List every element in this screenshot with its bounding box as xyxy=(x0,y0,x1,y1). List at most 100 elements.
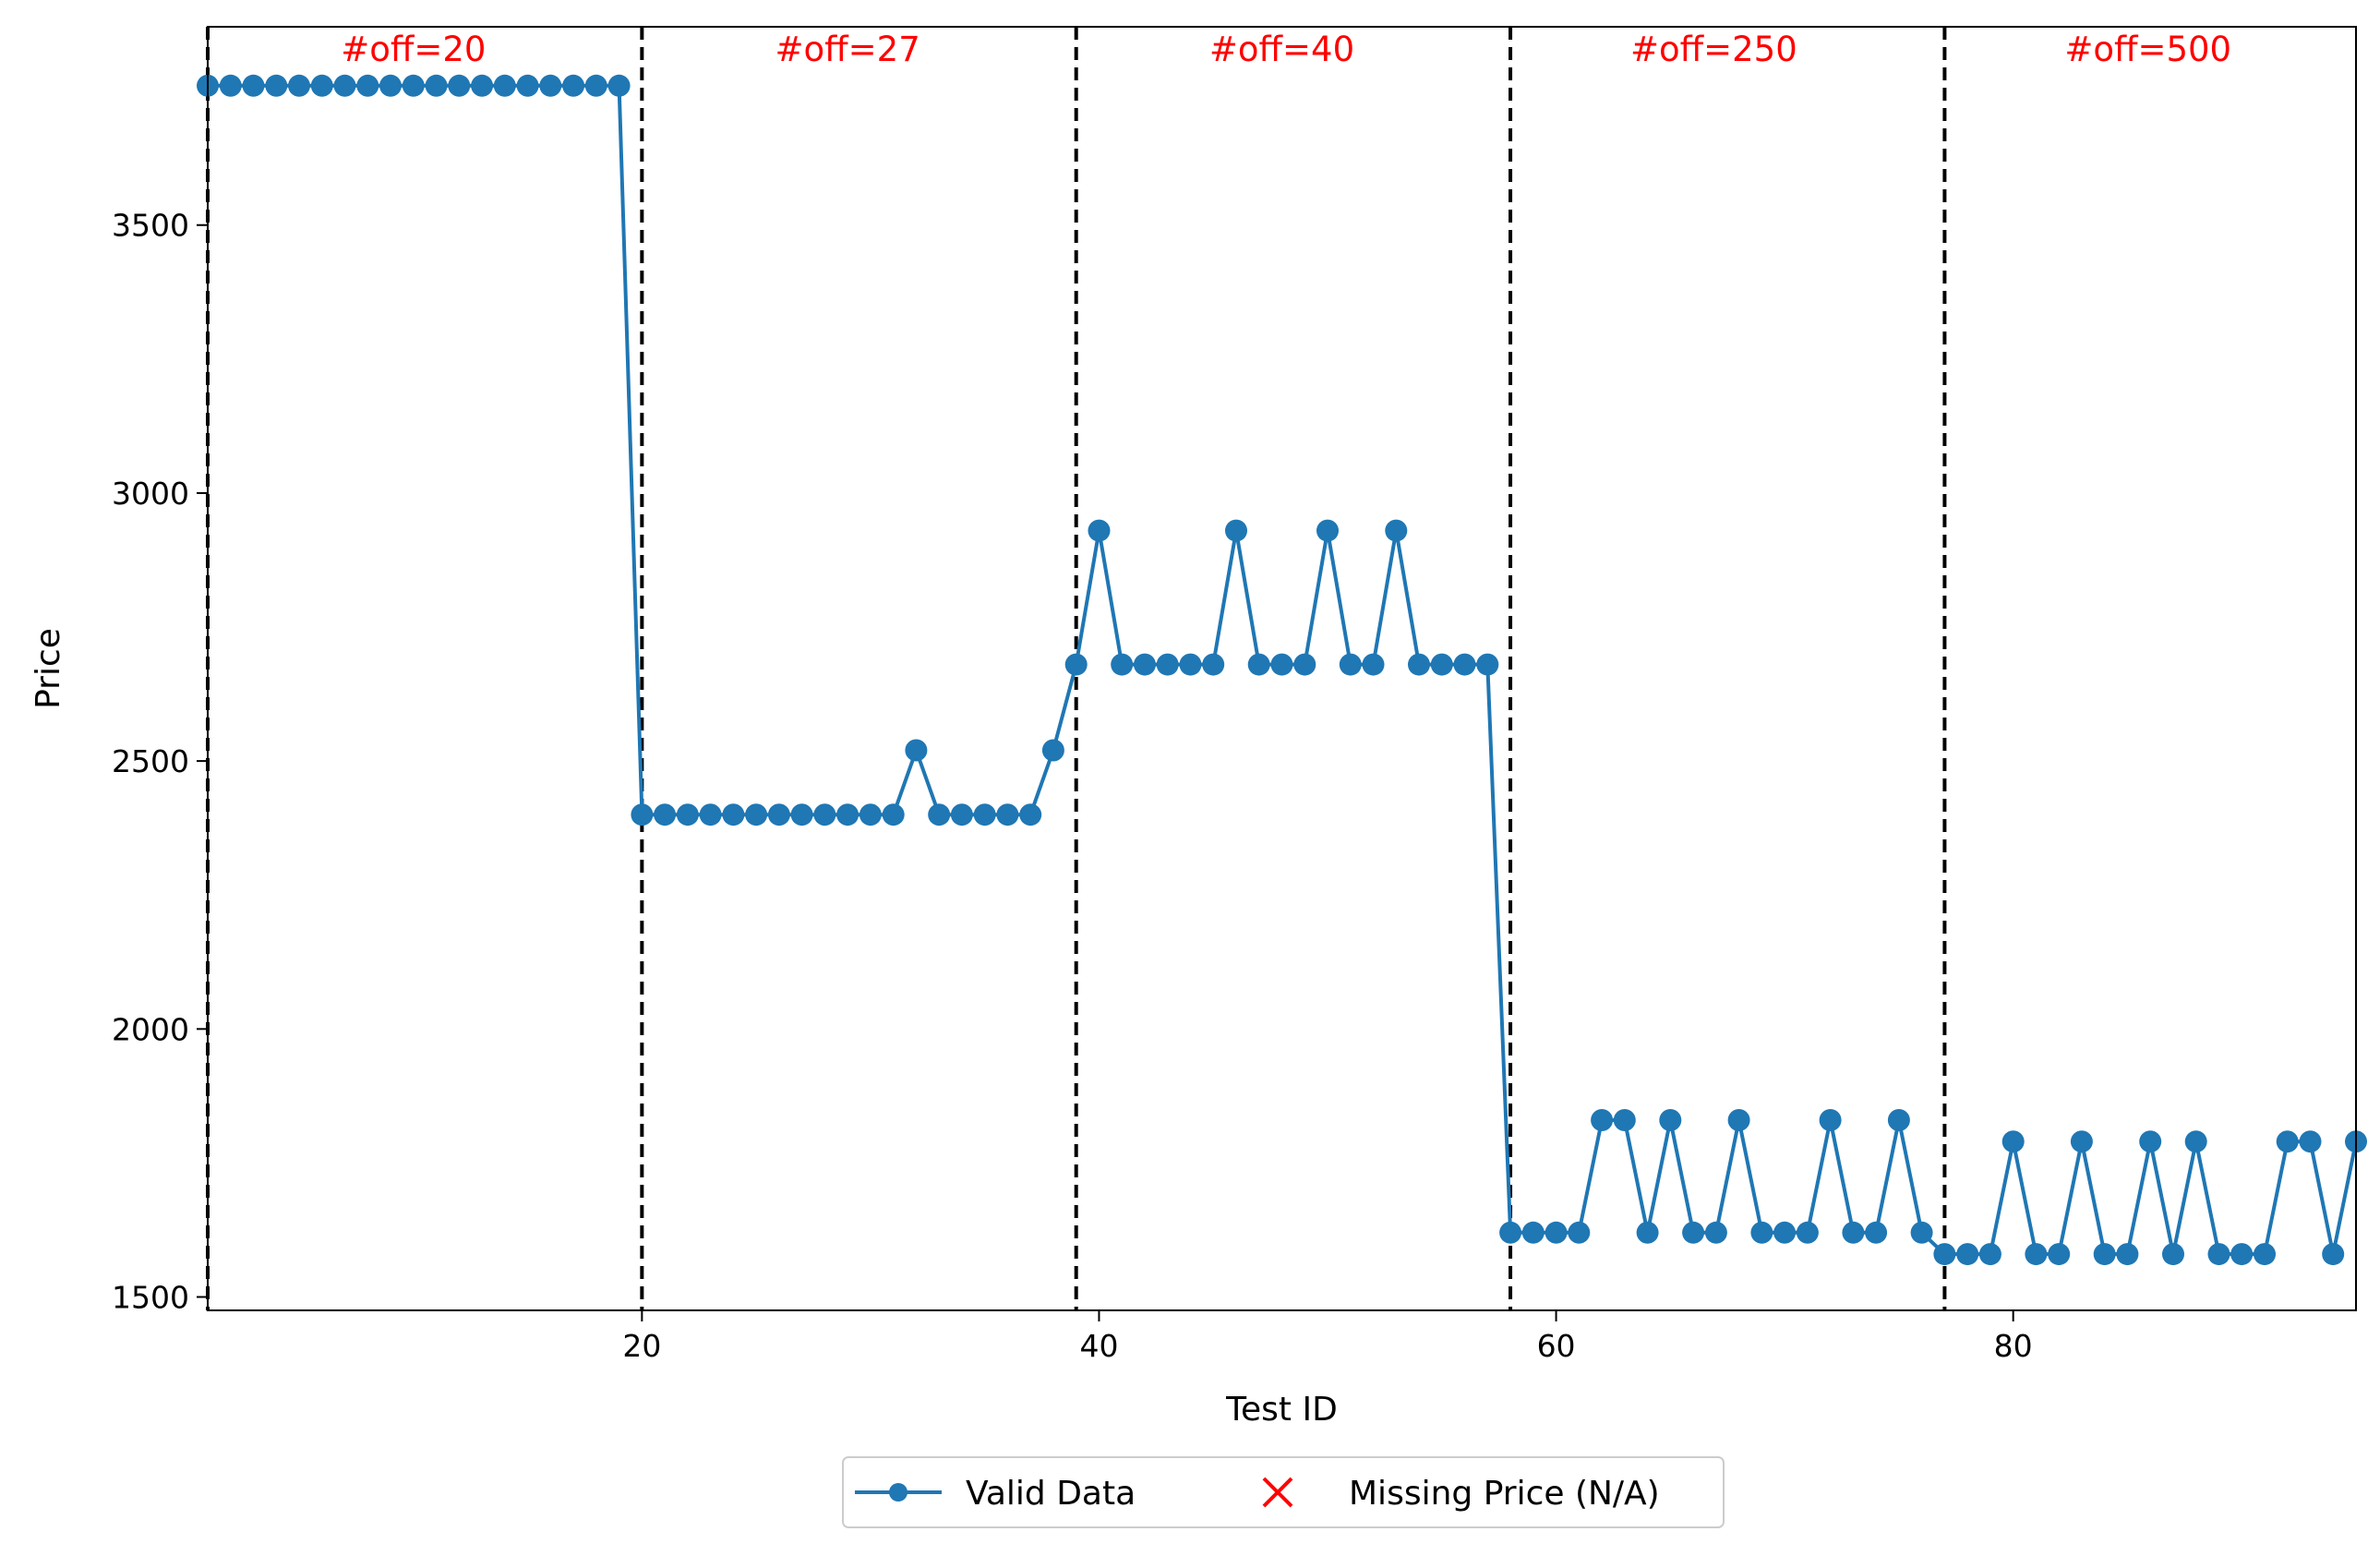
y-axis-title: Price xyxy=(30,628,67,709)
data-point-25 xyxy=(745,803,768,826)
data-point-55 xyxy=(1430,653,1453,676)
data-point-68 xyxy=(1727,1109,1750,1131)
data-point-33 xyxy=(928,803,951,826)
y-tick-label-3500: 3500 xyxy=(112,208,189,244)
y-tick-label-2000: 2000 xyxy=(112,1011,189,1047)
data-point-71 xyxy=(1796,1221,1819,1244)
data-point-52 xyxy=(1362,653,1385,676)
data-point-3 xyxy=(242,74,265,97)
data-point-87 xyxy=(2162,1243,2184,1266)
legend-x-marker-icon xyxy=(1262,1477,1293,1508)
data-point-76 xyxy=(1910,1221,1933,1244)
data-point-94 xyxy=(2322,1243,2345,1266)
legend-circle-marker-icon xyxy=(889,1483,908,1502)
x-tick-label-20: 20 xyxy=(622,1328,661,1364)
data-point-14 xyxy=(493,74,516,97)
data-point-17 xyxy=(562,74,585,97)
data-point-11 xyxy=(425,74,448,97)
data-point-63 xyxy=(1613,1109,1636,1131)
data-point-4 xyxy=(265,74,288,97)
data-point-10 xyxy=(402,74,425,97)
data-point-9 xyxy=(379,74,402,97)
data-point-61 xyxy=(1568,1221,1591,1244)
region-label-1: #off=27 xyxy=(775,30,920,69)
data-point-19 xyxy=(607,74,631,97)
series-valid-data xyxy=(197,74,2367,1266)
data-point-47 xyxy=(1247,653,1270,676)
data-point-72 xyxy=(1819,1109,1842,1131)
data-point-93 xyxy=(2299,1130,2322,1153)
data-point-28 xyxy=(813,803,836,826)
data-point-90 xyxy=(2230,1243,2254,1266)
data-point-79 xyxy=(1978,1243,2001,1266)
x-axis-ticks: 20 40 60 80 xyxy=(622,1310,2033,1364)
data-point-56 xyxy=(1453,653,1476,676)
region-label-2: #off=40 xyxy=(1209,30,1354,69)
y-axis-ticks: 1500 2000 2500 3000 3500 xyxy=(112,208,208,1315)
data-point-38 xyxy=(1041,739,1064,762)
data-point-20 xyxy=(631,803,654,826)
data-point-30 xyxy=(859,803,882,826)
data-point-44 xyxy=(1179,653,1202,676)
data-point-83 xyxy=(2070,1130,2093,1153)
data-point-86 xyxy=(2139,1130,2162,1153)
legend-box xyxy=(842,1456,1725,1528)
data-point-45 xyxy=(1202,653,1225,676)
data-point-60 xyxy=(1545,1221,1568,1244)
data-point-18 xyxy=(584,74,607,97)
data-point-51 xyxy=(1339,653,1362,676)
region-label-3: #off=250 xyxy=(1630,30,1797,69)
data-point-34 xyxy=(950,803,973,826)
data-point-37 xyxy=(1019,803,1042,826)
x-tick-label-80: 80 xyxy=(1994,1328,2033,1364)
data-point-84 xyxy=(2093,1243,2116,1266)
data-point-92 xyxy=(2276,1130,2299,1153)
data-point-64 xyxy=(1636,1221,1659,1244)
data-point-39 xyxy=(1064,653,1088,676)
data-point-54 xyxy=(1408,653,1430,676)
data-point-2 xyxy=(219,74,242,97)
data-point-77 xyxy=(1933,1243,1956,1266)
data-point-50 xyxy=(1316,519,1339,542)
region-label-0: #off=20 xyxy=(341,30,486,69)
data-point-46 xyxy=(1225,519,1247,542)
data-point-49 xyxy=(1293,653,1316,676)
data-point-89 xyxy=(2207,1243,2230,1266)
data-point-53 xyxy=(1385,519,1408,542)
data-point-88 xyxy=(2184,1130,2207,1153)
data-point-91 xyxy=(2254,1243,2276,1266)
data-point-12 xyxy=(448,74,471,97)
data-point-78 xyxy=(1956,1243,1979,1266)
data-point-81 xyxy=(2025,1243,2048,1266)
plot-frame xyxy=(207,26,2357,1311)
data-point-57 xyxy=(1476,653,1499,676)
y-tick-label-1500: 1500 xyxy=(112,1279,189,1315)
x-tick-label-40: 40 xyxy=(1079,1328,1118,1364)
data-point-32 xyxy=(905,739,928,762)
data-point-27 xyxy=(790,803,813,826)
data-point-65 xyxy=(1659,1109,1682,1131)
data-point-66 xyxy=(1682,1221,1705,1244)
data-point-7 xyxy=(333,74,356,97)
data-point-80 xyxy=(2001,1130,2025,1153)
x-axis-title: Test ID xyxy=(1225,1391,1338,1429)
data-point-36 xyxy=(996,803,1019,826)
legend-label-valid-data: Valid Data xyxy=(966,1475,1136,1513)
data-point-67 xyxy=(1704,1221,1727,1244)
data-point-23 xyxy=(699,803,722,826)
data-point-70 xyxy=(1773,1221,1797,1244)
data-point-42 xyxy=(1134,653,1156,676)
y-tick-label-2500: 2500 xyxy=(112,743,189,779)
data-point-5 xyxy=(288,74,310,97)
data-point-41 xyxy=(1111,653,1134,676)
data-point-35 xyxy=(973,803,996,826)
data-point-40 xyxy=(1088,519,1111,542)
data-point-13 xyxy=(471,74,494,97)
data-point-62 xyxy=(1591,1109,1614,1131)
data-point-85 xyxy=(2116,1243,2139,1266)
data-point-15 xyxy=(516,74,539,97)
data-point-24 xyxy=(722,803,745,826)
data-point-73 xyxy=(1842,1221,1865,1244)
